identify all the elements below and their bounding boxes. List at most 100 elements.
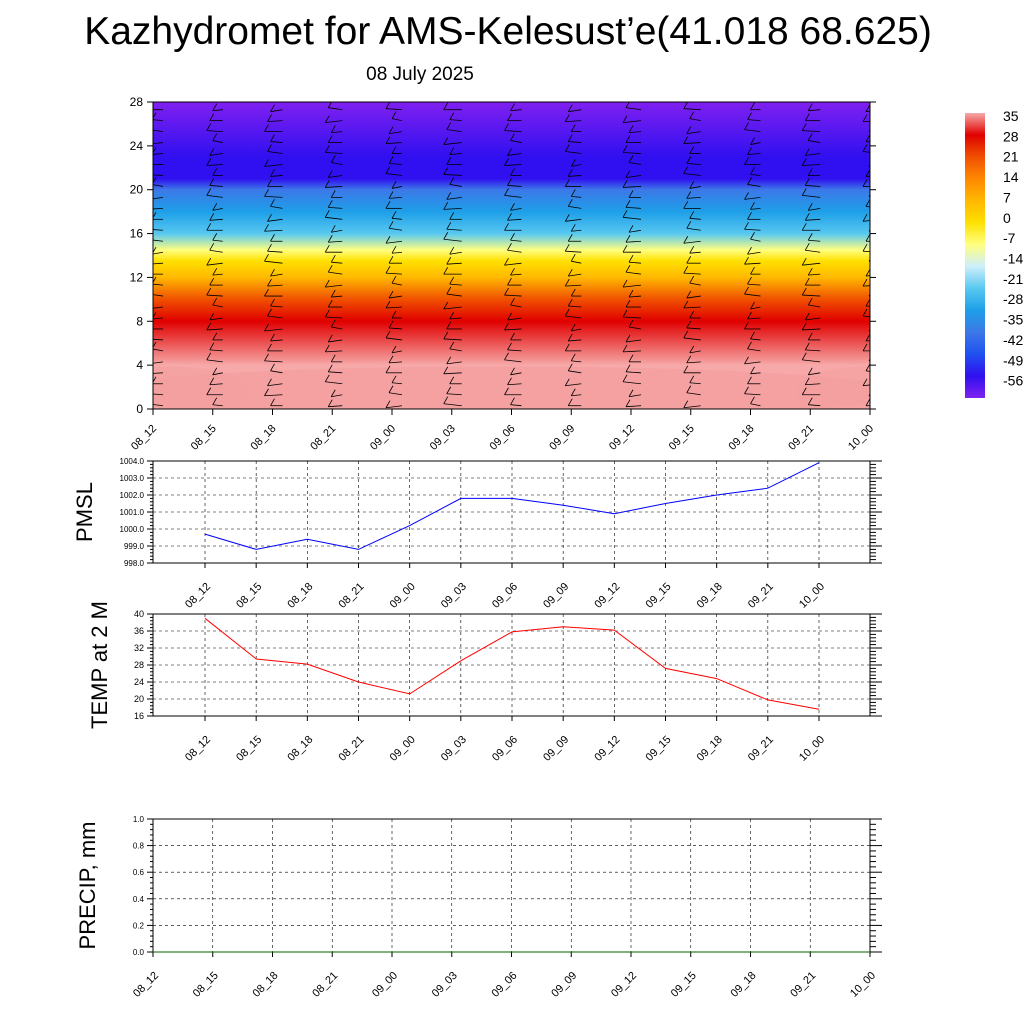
x-tick-label: 08_21 <box>337 581 367 611</box>
wind-barb <box>747 153 761 155</box>
wind-barb-feather <box>330 125 336 133</box>
wind-barb <box>504 262 522 266</box>
wind-barb-feather <box>628 354 634 363</box>
wind-barb <box>153 251 164 255</box>
wind-barb-feather <box>391 111 397 119</box>
wind-barb <box>568 370 582 374</box>
y-tick-label: 0.4 <box>133 895 145 904</box>
plot-frame <box>152 460 871 564</box>
wind-barb-feather <box>153 386 154 388</box>
wind-barb-feather <box>567 134 573 142</box>
wind-barb-feather <box>391 146 397 154</box>
wind-barb-feather <box>862 343 868 352</box>
y-tick-label: 28 <box>130 95 144 109</box>
wind-barb <box>683 337 701 341</box>
colorbar-label: 0 <box>1003 210 1011 226</box>
wind-barb-feather <box>564 244 570 252</box>
wind-barb <box>868 395 870 397</box>
x-tick-label: 09_09 <box>549 970 579 1000</box>
wind-barb <box>689 118 701 122</box>
wind-barb-feather <box>750 366 755 375</box>
wind-barb-feather <box>628 319 634 328</box>
y-tick-label: 20 <box>130 183 144 197</box>
wind-barb <box>328 405 343 408</box>
wind-barb <box>212 273 223 276</box>
wind-barb <box>443 142 462 145</box>
temperature-cross-section-panel: 0 4 8 12 16 20 24 28 08_12 08_15 08_18 08_21 09_00 09… <box>129 95 876 453</box>
wind-barb <box>153 153 164 155</box>
wind-barb-feather <box>385 330 391 339</box>
wind-barb <box>865 141 870 143</box>
wind-barb-feather <box>507 213 512 221</box>
wind-barb <box>507 383 522 386</box>
x-tick-label: 09_18 <box>729 970 759 1000</box>
wind-barb-feather <box>865 333 870 342</box>
wind-barb-feather <box>570 124 576 132</box>
wind-barb <box>510 372 522 376</box>
wind-barb-feather <box>750 232 755 240</box>
wind-barb <box>325 316 343 319</box>
wind-barb-feather <box>801 257 807 266</box>
wind-barb <box>153 229 164 231</box>
wind-barb-feather <box>391 310 397 319</box>
y-tick-label: 1002.0 <box>120 491 145 500</box>
x-tick-label: 09_15 <box>667 423 697 453</box>
wind-barb <box>206 359 223 363</box>
wind-barb <box>270 141 283 143</box>
wind-barb-feather <box>327 299 333 308</box>
wind-barb <box>686 227 701 231</box>
wind-barb-feather <box>504 387 509 395</box>
wind-barb <box>212 140 223 143</box>
x-tick-label: 09_00 <box>388 581 418 611</box>
surface-warm-cores <box>153 366 870 409</box>
wind-barb-feather <box>507 377 512 385</box>
wind-barb <box>153 119 164 122</box>
wind-barb-feather <box>327 334 333 343</box>
wind-barb-feather <box>385 365 391 374</box>
wind-barb <box>744 228 761 231</box>
wind-barb <box>153 142 164 145</box>
wind-barb-feather <box>327 102 332 108</box>
y-tick-label: 0.2 <box>133 921 145 930</box>
wind-barb-feather <box>209 148 215 156</box>
wind-barb <box>267 284 283 287</box>
wind-barb-feather <box>570 253 576 262</box>
series-line <box>204 462 820 550</box>
wind-barb <box>153 393 164 396</box>
wind-barb <box>328 371 343 374</box>
wind-barb-feather <box>804 178 810 186</box>
wind-barb-feather <box>510 103 515 111</box>
x-tick-label: 09_18 <box>727 423 757 453</box>
wind-barb-feather <box>270 134 275 142</box>
wind-barb <box>750 207 761 210</box>
wind-barb-feather <box>807 203 813 211</box>
wind-barb-feather <box>264 159 269 167</box>
wind-barb-feather <box>865 134 870 142</box>
wind-barb <box>270 109 283 113</box>
wind-barb <box>449 184 462 187</box>
x-tick-label: 09_00 <box>368 423 398 453</box>
grid-lines <box>152 818 871 953</box>
wind-barb <box>446 228 462 231</box>
wind-barb <box>808 372 821 376</box>
wind-barb-feather <box>385 136 391 144</box>
wind-barb-feather <box>446 192 452 200</box>
wind-barb-feather <box>689 246 695 254</box>
wind-barb <box>625 107 642 111</box>
wind-barb-feather <box>153 247 157 254</box>
x-tick-label: 09_09 <box>541 734 571 764</box>
precip-panel: 0.0 0.2 0.4 0.6 0.8 1.0 08_12 08_15 08_18 08_21 09… <box>75 815 882 1000</box>
x-tick-label: 09_09 <box>547 423 577 453</box>
x-tick-label: 10_00 <box>797 734 827 764</box>
wind-barb-feather <box>622 279 628 288</box>
wind-barb-feather <box>446 222 452 230</box>
wind-barb-feather <box>564 278 570 287</box>
wind-barb-feather <box>625 200 631 208</box>
wind-barb-feather <box>865 298 870 307</box>
wind-barb-feather <box>388 221 394 229</box>
wind-barb-feather <box>146 397 150 404</box>
wind-barb-feather <box>209 213 215 221</box>
wind-barb <box>625 371 642 374</box>
chart-date: 08 July 2025 <box>366 64 474 85</box>
